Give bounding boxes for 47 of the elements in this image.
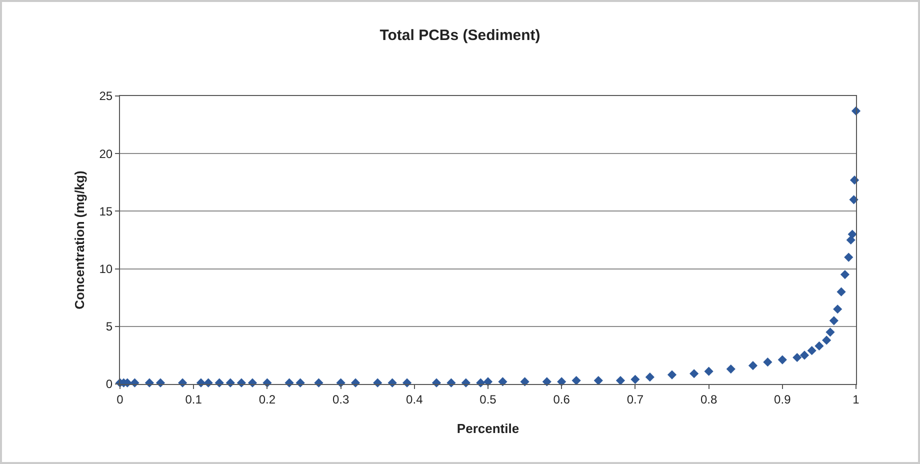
point	[807, 346, 816, 356]
point	[690, 369, 699, 378]
point	[849, 195, 858, 204]
y-tick-label: 15	[99, 204, 113, 218]
y-tick-label: 10	[99, 262, 113, 276]
point	[594, 376, 603, 386]
x-tick-label: 0.8	[700, 392, 718, 406]
point	[616, 376, 626, 386]
x-tick-label: 0.2	[258, 392, 276, 406]
x-tick-label: 0.6	[553, 392, 570, 406]
point	[800, 350, 810, 360]
x-tick-label: 1	[852, 392, 860, 406]
point	[826, 328, 835, 337]
y-axis-title: Concentration (mg/kg)	[72, 170, 87, 310]
point	[836, 287, 846, 296]
y-tick-label: 20	[99, 146, 113, 161]
point	[748, 361, 758, 370]
point	[833, 304, 842, 314]
chart-title: Total PCBs (Sediment)	[380, 27, 540, 44]
point	[844, 252, 854, 262]
x-tick-label: 0.4	[406, 392, 424, 406]
point	[645, 372, 654, 382]
x-tick-label: 0.7	[626, 392, 644, 406]
point	[840, 270, 850, 280]
x-tick-label: 0.9	[774, 392, 792, 406]
x-tick-label: 0.5	[480, 392, 497, 406]
y-tick-label: 25	[99, 89, 113, 104]
point	[778, 355, 787, 364]
y-tick-label: 0	[106, 377, 113, 392]
point	[704, 366, 714, 376]
point	[848, 230, 857, 239]
x-tick-label: 0	[116, 392, 124, 406]
point	[726, 364, 736, 374]
x-tick-label: 0.1	[185, 392, 202, 406]
point	[520, 377, 530, 386]
y-tick-label: 5	[106, 320, 113, 334]
point	[792, 352, 802, 362]
x-tick-label: 0.3	[332, 392, 350, 406]
point	[829, 316, 838, 326]
point	[572, 376, 581, 386]
point	[498, 377, 508, 386]
x-axis-title: Percentile	[456, 421, 520, 436]
point	[822, 336, 832, 345]
point	[630, 374, 640, 384]
point	[814, 341, 824, 351]
point	[763, 358, 772, 367]
point	[667, 370, 677, 380]
